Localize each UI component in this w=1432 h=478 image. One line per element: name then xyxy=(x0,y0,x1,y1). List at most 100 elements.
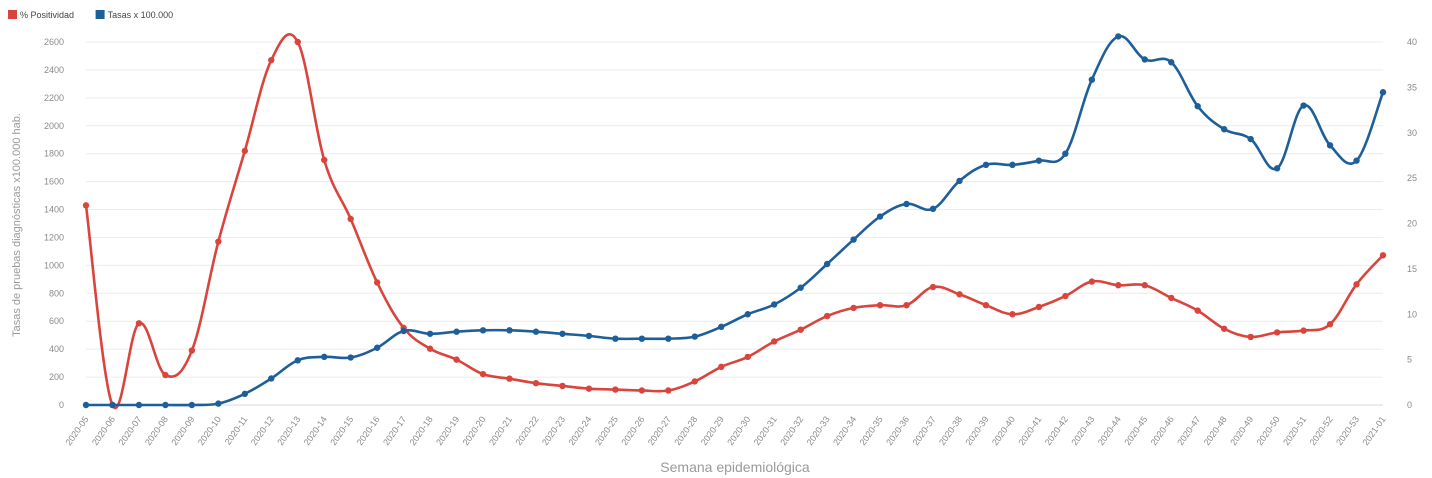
data-point[interactable] xyxy=(1009,161,1016,169)
data-point[interactable] xyxy=(612,386,619,393)
data-point[interactable] xyxy=(135,401,143,409)
data-point[interactable] xyxy=(850,304,857,312)
data-point[interactable] xyxy=(1353,157,1360,164)
data-point[interactable] xyxy=(506,327,513,334)
data-point[interactable] xyxy=(453,356,460,363)
data-point[interactable] xyxy=(1379,89,1387,96)
data-point[interactable] xyxy=(321,156,328,164)
data-point[interactable] xyxy=(982,161,990,169)
data-point[interactable] xyxy=(532,328,540,335)
data-point[interactable] xyxy=(771,301,778,308)
data-point[interactable] xyxy=(321,353,328,361)
data-point[interactable] xyxy=(82,401,90,409)
data-point[interactable] xyxy=(1168,294,1175,302)
data-point[interactable] xyxy=(771,338,778,345)
data-point[interactable] xyxy=(876,213,884,220)
data-point[interactable] xyxy=(1115,282,1122,289)
data-point[interactable] xyxy=(797,326,804,333)
data-point[interactable] xyxy=(294,357,301,364)
data-point[interactable] xyxy=(215,400,222,407)
data-point[interactable] xyxy=(1088,76,1096,83)
data-point[interactable] xyxy=(1035,157,1043,164)
data-point[interactable] xyxy=(479,327,487,334)
data-point[interactable] xyxy=(1300,327,1307,334)
data-point[interactable] xyxy=(294,38,301,46)
data-point[interactable] xyxy=(453,328,460,335)
data-point[interactable] xyxy=(823,312,831,320)
data-point[interactable] xyxy=(135,320,143,327)
data-point[interactable] xyxy=(1141,282,1148,289)
data-point[interactable] xyxy=(1300,102,1307,109)
data-point[interactable] xyxy=(1115,33,1122,40)
data-point[interactable] xyxy=(638,335,646,342)
data-point[interactable] xyxy=(691,378,698,385)
data-point[interactable] xyxy=(1035,303,1043,311)
data-point[interactable] xyxy=(109,401,116,409)
data-point[interactable] xyxy=(1062,150,1069,157)
data-point[interactable] xyxy=(215,238,222,245)
data-point[interactable] xyxy=(373,279,381,286)
data-point[interactable] xyxy=(1220,325,1228,332)
data-point[interactable] xyxy=(1247,333,1254,341)
data-point[interactable] xyxy=(82,202,90,209)
data-point[interactable] xyxy=(268,375,275,382)
data-point[interactable] xyxy=(1247,135,1254,143)
data-point[interactable] xyxy=(929,205,937,213)
data-point[interactable] xyxy=(744,353,751,361)
data-point[interactable] xyxy=(876,301,884,309)
data-point[interactable] xyxy=(347,215,354,223)
data-point[interactable] xyxy=(585,332,593,340)
data-point[interactable] xyxy=(1220,126,1228,133)
data-point[interactable] xyxy=(188,401,196,409)
data-point[interactable] xyxy=(1009,311,1016,318)
data-point[interactable] xyxy=(426,345,434,352)
legend-item-1[interactable]: Tasas x 100.000 xyxy=(95,10,174,20)
data-point[interactable] xyxy=(559,382,566,390)
data-point[interactable] xyxy=(559,330,566,337)
legend-item-0[interactable]: % Positividad xyxy=(8,10,74,20)
data-point[interactable] xyxy=(585,385,593,392)
data-point[interactable] xyxy=(929,283,937,291)
data-point[interactable] xyxy=(1326,321,1334,328)
data-point[interactable] xyxy=(956,291,963,298)
data-point[interactable] xyxy=(982,301,990,309)
data-point[interactable] xyxy=(241,147,249,155)
data-point[interactable] xyxy=(956,177,963,185)
data-point[interactable] xyxy=(1194,307,1201,314)
data-point[interactable] xyxy=(1062,292,1069,300)
data-point[interactable] xyxy=(718,363,725,371)
data-point[interactable] xyxy=(1141,56,1148,63)
data-point[interactable] xyxy=(426,330,434,337)
data-point[interactable] xyxy=(162,371,169,379)
data-point[interactable] xyxy=(1379,252,1387,259)
data-point[interactable] xyxy=(373,344,381,351)
data-point[interactable] xyxy=(532,380,540,387)
data-point[interactable] xyxy=(162,401,169,409)
data-point[interactable] xyxy=(400,327,407,335)
data-point[interactable] xyxy=(903,200,910,208)
data-point[interactable] xyxy=(850,236,857,243)
data-point[interactable] xyxy=(1168,59,1175,66)
data-point[interactable] xyxy=(1194,103,1201,110)
data-point[interactable] xyxy=(268,56,275,64)
data-point[interactable] xyxy=(665,387,672,394)
data-point[interactable] xyxy=(479,370,487,378)
data-point[interactable] xyxy=(638,387,646,394)
data-point[interactable] xyxy=(718,323,725,331)
data-point[interactable] xyxy=(347,354,354,361)
data-point[interactable] xyxy=(823,260,831,268)
data-point[interactable] xyxy=(612,335,619,342)
data-point[interactable] xyxy=(903,301,910,309)
data-point[interactable] xyxy=(188,347,196,354)
data-point[interactable] xyxy=(665,335,672,342)
data-point[interactable] xyxy=(1088,278,1096,285)
data-point[interactable] xyxy=(797,284,804,291)
data-point[interactable] xyxy=(744,311,751,318)
data-point[interactable] xyxy=(1353,281,1360,288)
data-point[interactable] xyxy=(506,375,513,382)
data-point[interactable] xyxy=(1273,165,1281,172)
data-point[interactable] xyxy=(691,333,698,340)
data-point[interactable] xyxy=(1273,329,1281,336)
data-point[interactable] xyxy=(241,390,249,398)
data-point[interactable] xyxy=(1326,142,1334,149)
